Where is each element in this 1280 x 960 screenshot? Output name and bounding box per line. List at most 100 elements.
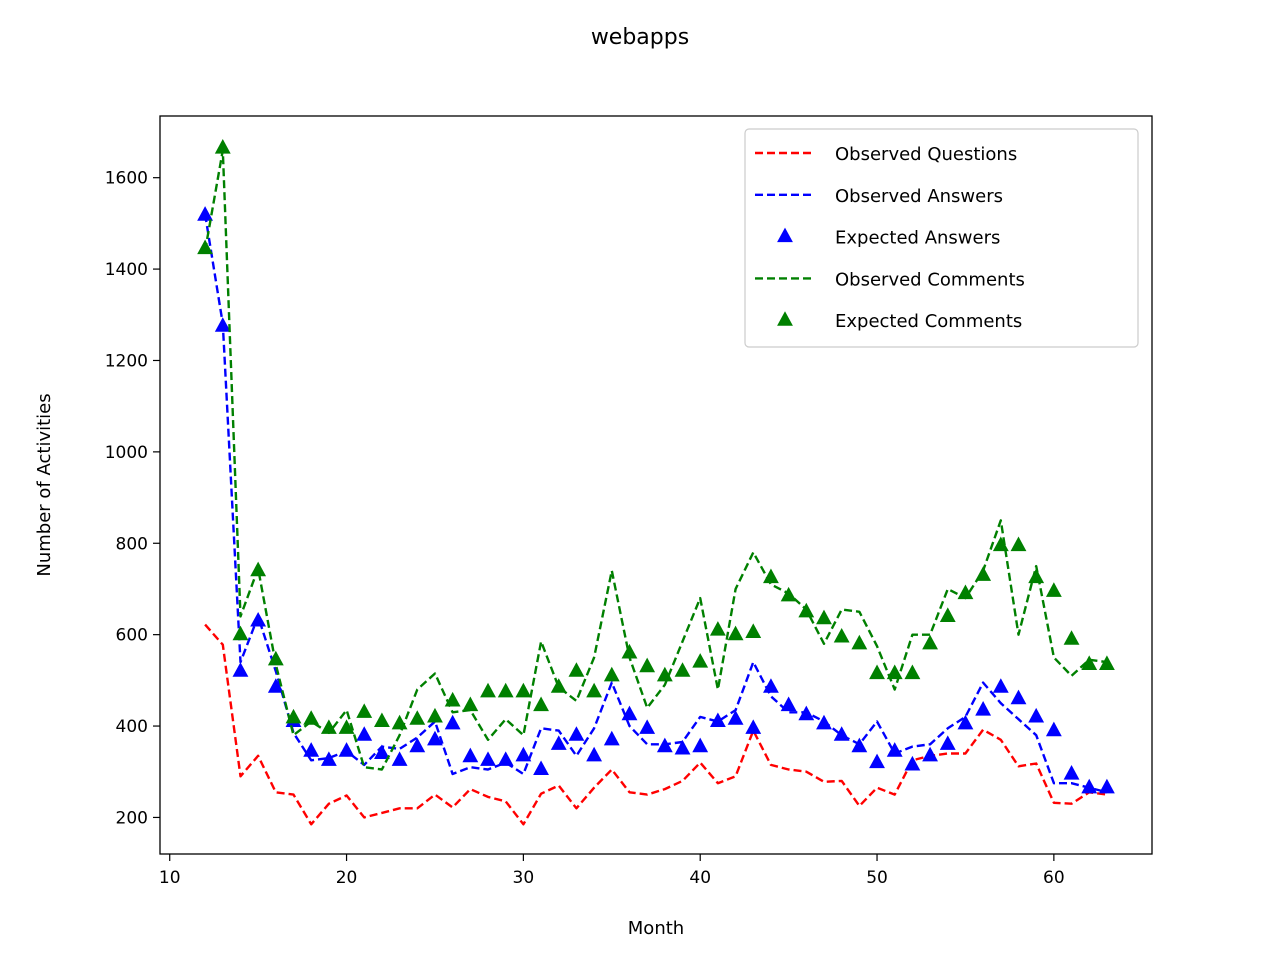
chart-title: webapps bbox=[591, 25, 689, 50]
data-point-marker bbox=[480, 751, 496, 766]
data-point-marker bbox=[992, 678, 1009, 693]
data-point-marker bbox=[373, 744, 390, 760]
data-point-marker bbox=[656, 737, 673, 753]
data-point-marker bbox=[745, 623, 762, 638]
data-point-marker bbox=[1063, 765, 1080, 780]
data-point-marker bbox=[550, 678, 567, 693]
y-tick-label: 200 bbox=[116, 808, 148, 828]
data-point-marker bbox=[957, 714, 974, 730]
series-expected-answers bbox=[197, 206, 1115, 794]
data-point-marker bbox=[727, 710, 744, 725]
legend: Observed Questions Observed Answers Expect… bbox=[744, 128, 1139, 348]
data-point-marker bbox=[1045, 582, 1062, 597]
series-observed-questions bbox=[204, 623, 1108, 826]
data-point-marker bbox=[250, 611, 267, 627]
data-point-marker bbox=[1028, 568, 1045, 584]
data-point-marker bbox=[214, 138, 231, 154]
data-point-marker bbox=[674, 662, 691, 677]
legend-item: Expected Answers bbox=[777, 227, 1000, 249]
data-point-marker bbox=[621, 705, 638, 721]
data-point-marker bbox=[515, 746, 532, 762]
data-point-marker bbox=[1098, 778, 1115, 794]
data-point-marker bbox=[674, 739, 691, 755]
y-tick-label: 800 bbox=[116, 534, 148, 554]
data-point-marker bbox=[338, 742, 355, 757]
data-point-marker bbox=[886, 742, 903, 757]
data-point-marker bbox=[816, 714, 832, 730]
data-point-marker bbox=[745, 719, 762, 734]
legend-label: Observed Comments bbox=[835, 269, 1025, 290]
data-point-marker bbox=[391, 751, 408, 766]
data-point-marker bbox=[992, 536, 1009, 552]
data-point-marker bbox=[798, 602, 815, 618]
data-point-marker bbox=[250, 561, 267, 577]
legend-label: Observed Questions bbox=[835, 144, 1017, 165]
data-point-marker bbox=[851, 634, 868, 650]
data-point-marker bbox=[462, 696, 479, 712]
data-point-marker bbox=[904, 755, 921, 771]
data-point-marker bbox=[1081, 778, 1098, 794]
data-point-marker bbox=[603, 666, 620, 682]
data-point-marker bbox=[975, 566, 992, 581]
data-point-marker bbox=[533, 696, 549, 712]
data-point-marker bbox=[515, 682, 532, 698]
data-point-marker bbox=[444, 714, 461, 730]
data-point-marker bbox=[197, 206, 214, 221]
data-point-marker bbox=[939, 607, 956, 622]
legend-label: Expected Answers bbox=[835, 228, 1000, 249]
data-point-marker bbox=[409, 710, 426, 725]
data-point-marker bbox=[427, 707, 443, 723]
y-axis: 200 400 600 800 1000 1200 1400 1600 bbox=[105, 169, 160, 828]
series-observed-answers bbox=[203, 214, 1108, 794]
data-point-marker bbox=[904, 664, 921, 680]
data-point-marker bbox=[1010, 536, 1027, 552]
data-point-marker bbox=[320, 751, 337, 766]
data-point-marker bbox=[1063, 630, 1080, 645]
data-point-marker bbox=[356, 703, 373, 718]
data-point-marker bbox=[727, 625, 744, 641]
series-expected-comments bbox=[197, 138, 1115, 734]
data-point-marker bbox=[320, 719, 337, 734]
data-point-marker bbox=[568, 662, 585, 677]
data-point-marker bbox=[798, 705, 815, 721]
data-point-marker bbox=[639, 719, 656, 734]
data-point-marker bbox=[709, 621, 726, 636]
y-tick-label: 600 bbox=[116, 626, 148, 646]
data-point-marker bbox=[692, 737, 709, 753]
data-point-marker bbox=[338, 719, 355, 734]
data-point-marker bbox=[656, 666, 673, 682]
data-point-marker bbox=[533, 760, 549, 776]
series-line bbox=[203, 149, 1108, 771]
data-point-marker bbox=[356, 726, 373, 741]
data-point-marker bbox=[232, 662, 249, 677]
data-point-marker bbox=[603, 730, 620, 746]
series-line bbox=[203, 214, 1108, 794]
data-point-marker bbox=[833, 726, 850, 741]
data-point-marker bbox=[497, 682, 514, 698]
x-axis-label: Month bbox=[628, 918, 684, 939]
legend-item: Observed Comments bbox=[755, 269, 1025, 290]
data-point-marker bbox=[763, 568, 779, 584]
data-point-marker bbox=[586, 682, 603, 698]
data-point-marker bbox=[197, 239, 214, 255]
data-point-marker bbox=[444, 691, 461, 707]
legend-box bbox=[744, 128, 1139, 348]
data-point-marker bbox=[780, 696, 797, 712]
x-tick-label: 20 bbox=[336, 868, 358, 888]
x-tick-label: 60 bbox=[1043, 868, 1065, 888]
data-point-marker bbox=[391, 714, 408, 730]
data-point-marker bbox=[1010, 689, 1027, 705]
data-point-marker bbox=[497, 751, 514, 766]
data-point-marker bbox=[939, 735, 956, 750]
plot-frame bbox=[159, 115, 1153, 855]
data-point-marker bbox=[869, 664, 885, 680]
data-point-marker bbox=[975, 701, 992, 716]
data-point-marker bbox=[214, 317, 231, 332]
data-point-marker bbox=[232, 625, 249, 641]
y-axis-label: Number of Activities bbox=[34, 393, 55, 576]
legend-swatch-marker bbox=[777, 311, 793, 326]
data-point-marker bbox=[303, 710, 320, 725]
data-point-marker bbox=[816, 609, 832, 625]
data-point-marker bbox=[1081, 655, 1098, 670]
